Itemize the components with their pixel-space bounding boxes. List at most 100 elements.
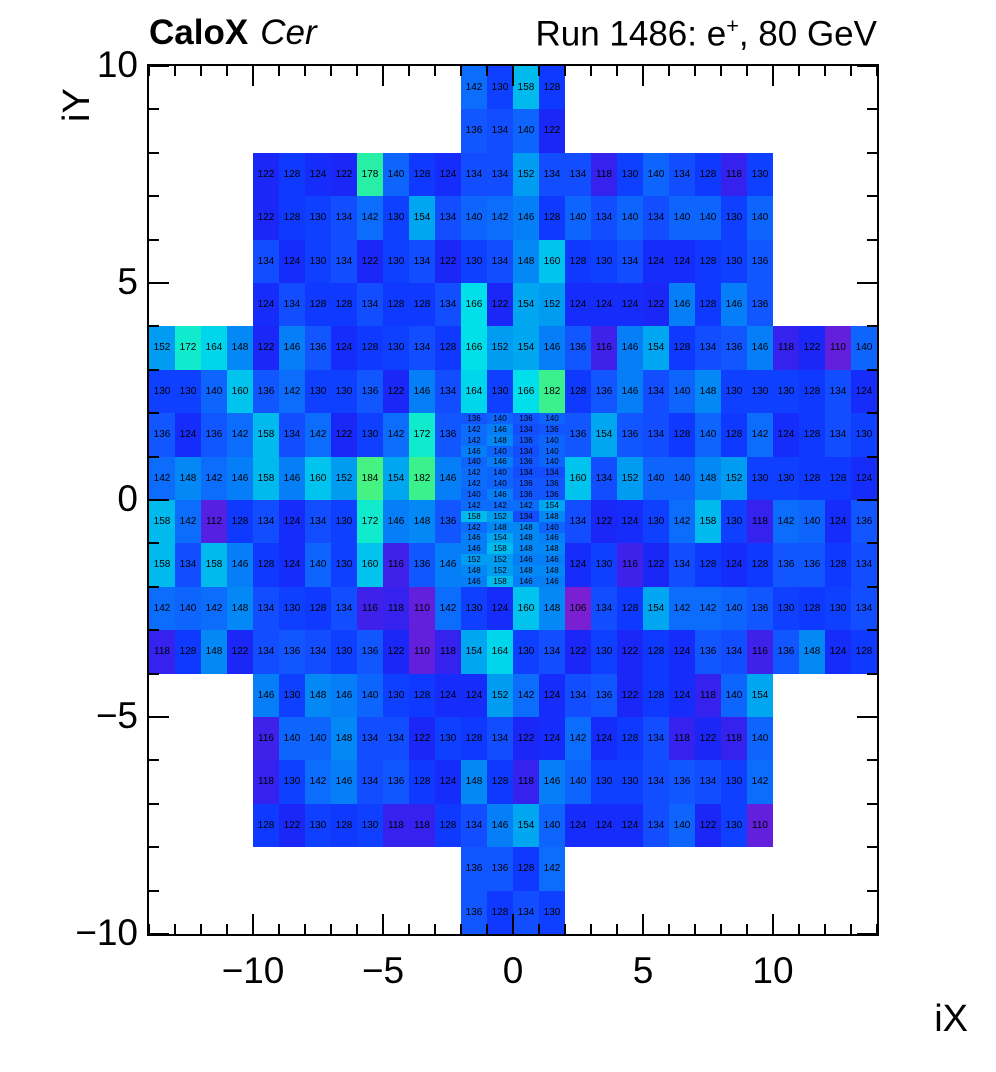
heatmap-cell: 142 [279, 370, 305, 413]
heatmap-cell: 182 [409, 457, 435, 500]
heatmap-cell: 140 [747, 717, 773, 760]
heatmap-cell: 134 [565, 500, 591, 543]
heatmap-cell: 128 [227, 500, 253, 543]
heatmap-cell: 134 [695, 326, 721, 370]
heatmap-cell: 148 [305, 674, 331, 717]
heatmap-cell: 140 [669, 370, 695, 413]
axis-tick [149, 369, 159, 371]
heatmap-cell: 128 [513, 847, 539, 891]
heatmap-cell: 124 [435, 674, 461, 717]
heatmap-cell: 118 [383, 804, 409, 847]
heatmap-cell: 118 [513, 760, 539, 804]
heatmap-cell: 142 [513, 674, 539, 717]
heatmap-cell: 140 [175, 587, 201, 630]
heatmap-cell: 130 [305, 804, 331, 847]
heatmap-cell: 142 [747, 760, 773, 804]
heatmap-cell: 154 [513, 326, 539, 370]
axis-tick [867, 803, 877, 805]
axis-tick [408, 66, 410, 76]
heatmap-cell: 134 [435, 283, 461, 326]
heatmap-cell: 134 [331, 196, 357, 240]
heatmap-cell: 134 [305, 500, 331, 543]
heatmap-cell: 160 [227, 370, 253, 413]
axis-tick [668, 66, 670, 76]
heatmap-cell: 140 [617, 196, 643, 240]
heatmap-cell: 136 [513, 413, 539, 424]
heatmap-cell: 146 [227, 543, 253, 587]
heatmap-cell: 124 [279, 500, 305, 543]
axis-tick [798, 66, 800, 76]
heatmap-cell: 148 [695, 370, 721, 413]
heatmap-cell: 124 [565, 543, 591, 587]
heatmap-cell: 148 [175, 457, 201, 500]
heatmap-cell: 182 [539, 370, 565, 413]
heatmap-cell: 128 [409, 760, 435, 804]
heatmap-cell: 136 [513, 457, 539, 467]
heatmap-cell: 146 [279, 326, 305, 370]
heatmap-cell: 130 [279, 674, 305, 717]
heatmap-cell: 128 [409, 283, 435, 326]
heatmap-cell: 134 [487, 717, 513, 760]
heatmap-cell: 136 [461, 847, 487, 891]
axis-tick [867, 846, 877, 848]
heatmap-cell: 148 [539, 565, 565, 576]
axis-tick [148, 924, 150, 934]
heatmap-cell: 146 [253, 674, 279, 717]
heatmap-cell: 124 [175, 413, 201, 457]
heatmap-cell: 152 [331, 457, 357, 500]
heatmap-cell: 142 [305, 760, 331, 804]
heatmap-cell: 140 [539, 522, 565, 533]
heatmap-cell: 122 [227, 630, 253, 674]
heatmap-cell: 130 [331, 630, 357, 674]
heatmap-cell: 140 [487, 467, 513, 478]
heatmap-cell: 128 [695, 240, 721, 283]
heatmap-cell: 134 [721, 630, 747, 674]
heatmap-cell: 146 [279, 457, 305, 500]
heatmap-cell: 128 [305, 587, 331, 630]
axis-tick [278, 924, 280, 934]
heatmap-cell: 124 [721, 543, 747, 587]
axis-tick [149, 759, 159, 761]
heatmap-cell: 134 [461, 804, 487, 847]
heatmap-cell: 146 [461, 533, 487, 543]
heatmap-cell: 142 [773, 500, 799, 543]
heatmap-cell: 146 [539, 760, 565, 804]
heatmap-cell: 142 [539, 847, 565, 891]
heatmap-cell: 130 [357, 413, 383, 457]
heatmap-cell: 152 [149, 326, 175, 370]
heatmap-cell: 140 [461, 457, 487, 467]
axis-tick [824, 924, 826, 934]
heatmap-cell: 140 [669, 457, 695, 500]
heatmap-cell: 130 [747, 153, 773, 196]
heatmap-cell: 172 [175, 326, 201, 370]
heatmap-cell: 128 [825, 457, 851, 500]
heatmap-cell: 130 [721, 196, 747, 240]
heatmap-cell: 130 [617, 760, 643, 804]
axis-tick [538, 924, 540, 934]
heatmap-cell: 134 [513, 891, 539, 934]
heatmap-cell: 118 [773, 326, 799, 370]
heatmap-cell: 140 [487, 413, 513, 424]
axis-tick [149, 716, 169, 718]
heatmap-cell: 172 [409, 413, 435, 457]
heatmap-cell: 130 [721, 370, 747, 413]
axis-tick [149, 542, 159, 544]
heatmap-cell: 146 [539, 576, 565, 587]
heatmap-cell: 136 [149, 413, 175, 457]
heatmap-cell: 160 [565, 457, 591, 500]
heatmap-cell: 136 [357, 630, 383, 674]
axis-tick [149, 152, 159, 154]
heatmap-cell: 130 [591, 760, 617, 804]
heatmap-cell: 130 [851, 413, 877, 457]
heatmap-cell: 128 [799, 457, 825, 500]
axis-tick [867, 456, 877, 458]
axis-tick [867, 195, 877, 197]
heatmap-cell: 140 [461, 489, 487, 500]
heatmap-cell: 136 [435, 500, 461, 543]
axis-tick [538, 66, 540, 76]
heatmap-cell: 134 [643, 804, 669, 847]
heatmap-cell: 136 [799, 543, 825, 587]
axis-tick [226, 66, 228, 76]
heatmap-cell: 128 [331, 804, 357, 847]
heatmap-cell: 140 [669, 196, 695, 240]
